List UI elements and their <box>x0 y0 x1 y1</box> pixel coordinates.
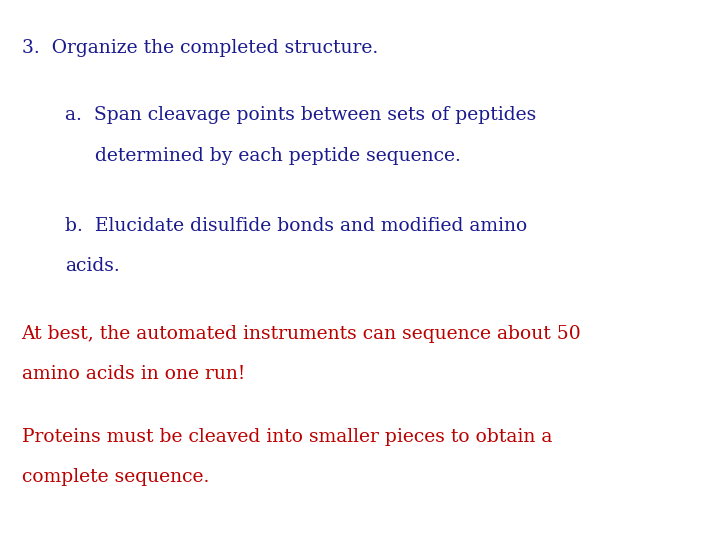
Text: determined by each peptide sequence.: determined by each peptide sequence. <box>65 147 461 165</box>
Text: complete sequence.: complete sequence. <box>22 468 209 486</box>
Text: Proteins must be cleaved into smaller pieces to obtain a: Proteins must be cleaved into smaller pi… <box>22 428 552 445</box>
Text: At best, the automated instruments can sequence about 50: At best, the automated instruments can s… <box>22 325 581 343</box>
Text: 3.  Organize the completed structure.: 3. Organize the completed structure. <box>22 39 378 57</box>
Text: acids.: acids. <box>65 258 120 275</box>
Text: a.  Span cleavage points between sets of peptides: a. Span cleavage points between sets of … <box>65 106 536 124</box>
Text: amino acids in one run!: amino acids in one run! <box>22 366 245 383</box>
Text: b.  Elucidate disulfide bonds and modified amino: b. Elucidate disulfide bonds and modifie… <box>65 217 527 235</box>
